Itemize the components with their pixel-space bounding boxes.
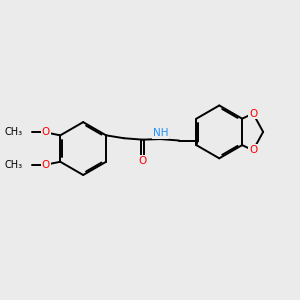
Text: NH: NH xyxy=(153,128,168,138)
Text: O: O xyxy=(249,145,257,155)
Text: CH₃: CH₃ xyxy=(4,160,22,170)
Text: CH₃: CH₃ xyxy=(4,128,22,137)
Text: O: O xyxy=(42,160,50,170)
Text: O: O xyxy=(249,109,257,118)
Text: O: O xyxy=(42,128,50,137)
Text: O: O xyxy=(138,156,147,166)
